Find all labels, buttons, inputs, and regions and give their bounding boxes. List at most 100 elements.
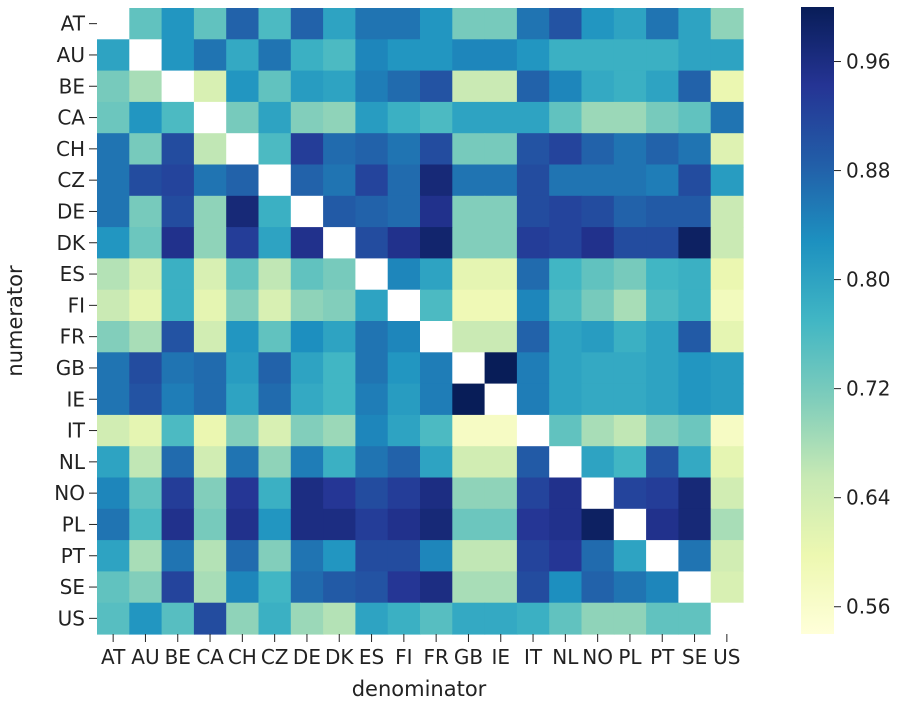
heatmap-cell-PT-CA xyxy=(193,540,227,572)
heatmap-cell-DE-CZ xyxy=(258,195,292,228)
heatmap-cell-AT-DE xyxy=(290,8,324,40)
x-tick-label-ES: ES xyxy=(359,645,384,669)
heatmap-cell-IT-SE xyxy=(678,414,712,447)
heatmap-cell-US-PL xyxy=(613,602,647,635)
heatmap-cell-CH-SE xyxy=(678,133,712,166)
heatmap-cell-DE-BE xyxy=(161,195,195,228)
heatmap-cell-DE-DE xyxy=(290,195,324,228)
heatmap-cell-DE-US xyxy=(710,195,744,228)
heatmap-cell-DK-ES xyxy=(355,227,389,259)
heatmap-cell-BE-IE xyxy=(484,70,518,103)
heatmap-cell-CH-US xyxy=(710,133,744,166)
heatmap-cell-FR-DK xyxy=(323,321,356,353)
heatmap-cell-GB-CA xyxy=(193,352,227,385)
y-tick-label-IT: IT xyxy=(67,419,86,443)
heatmap-cell-CA-AU xyxy=(129,101,163,134)
heatmap-cell-NO-ES xyxy=(355,477,389,510)
heatmap-cell-NL-BE xyxy=(161,446,195,479)
heatmap-cell-CH-ES xyxy=(355,133,389,166)
heatmap-cell-GB-GB xyxy=(452,352,486,385)
heatmap-cell-AT-NO xyxy=(581,8,615,40)
heatmap-cell-US-FR xyxy=(420,602,453,635)
heatmap-cell-PT-ES xyxy=(355,540,389,572)
heatmap-cell-FI-PL xyxy=(613,289,647,322)
heatmap-cell-CA-GB xyxy=(452,101,486,134)
heatmap-cell-CA-DK xyxy=(323,101,356,134)
heatmap-cell-DE-CA xyxy=(193,195,227,228)
x-tick-label-AT: AT xyxy=(101,645,126,669)
heatmap-cell-GB-IT xyxy=(516,352,550,385)
heatmap-cell-CH-FR xyxy=(420,133,453,166)
heatmap-cell-AT-NL xyxy=(549,8,583,40)
y-tick-label-IE: IE xyxy=(66,387,85,411)
y-tick-label-FI: FI xyxy=(68,293,85,317)
heatmap-cell-PL-GB xyxy=(452,508,486,541)
heatmap-cell-DE-PT xyxy=(646,195,679,228)
y-tick-labels: AT AU BE CA CH CZ DE DK ES FI FR GB IE IT NL NO PL PT SE US xyxy=(54,12,97,630)
heatmap-cell-PT-BE xyxy=(161,540,195,572)
heatmap-cell-NO-AU xyxy=(129,477,163,510)
heatmap-cell-CH-FI xyxy=(387,133,421,166)
heatmap-cell-NL-CZ xyxy=(258,446,292,479)
heatmap-cell-ES-CH xyxy=(226,258,260,291)
heatmap-cell-IE-PT xyxy=(646,383,679,416)
heatmap-cell-PL-PT xyxy=(646,508,679,541)
x-tick-label-FR: FR xyxy=(423,645,449,669)
heatmap-cell-DK-SE xyxy=(678,227,712,259)
heatmap-cell-FR-US xyxy=(710,321,744,353)
heatmap-cell-SE-SE xyxy=(678,571,712,604)
heatmap-cell-AU-IE xyxy=(484,39,518,72)
heatmap-cell-GB-IE xyxy=(484,352,518,385)
heatmap-cell-PL-CA xyxy=(193,508,227,541)
heatmap-cell-PT-GB xyxy=(452,540,486,572)
heatmap-cell-CZ-BE xyxy=(161,164,195,197)
heatmap-cell-ES-CZ xyxy=(258,258,292,291)
colorbar xyxy=(801,7,834,634)
heatmap-cell-AT-BE xyxy=(161,8,195,40)
heatmap-cell-NL-DE xyxy=(290,446,324,479)
heatmap-cell-NL-DK xyxy=(323,446,356,479)
heatmap-cell-FR-SE xyxy=(678,321,712,353)
heatmap-cell-DK-NL xyxy=(549,227,583,259)
y-tick-label-CH: CH xyxy=(56,137,85,161)
heatmap-cell-SE-NO xyxy=(581,571,615,604)
heatmap-cell-US-PT xyxy=(646,602,679,635)
heatmap-cell-CZ-CZ xyxy=(258,164,292,197)
heatmap-cell-NL-PT xyxy=(646,446,679,479)
heatmap-cell-FI-BE xyxy=(161,289,195,322)
heatmap-cell-US-ES xyxy=(355,602,389,635)
x-tick-labels: AT AU BE CA CH CZ DE DK ES FI FR GB IE IT NL NO PL PT SE US xyxy=(101,634,741,669)
heatmap-cell-IT-DE xyxy=(290,414,324,447)
heatmap-cell-FI-NO xyxy=(581,289,615,322)
heatmap-cell-PL-NO xyxy=(581,508,615,541)
heatmap-cell-FR-DE xyxy=(290,321,324,353)
heatmap-cell-DK-IT xyxy=(516,227,550,259)
heatmap-cell-ES-GB xyxy=(452,258,486,291)
x-tick-label-PL: PL xyxy=(618,645,642,669)
heatmap-cell-GB-CH xyxy=(226,352,260,385)
heatmap-cell-DE-IE xyxy=(484,195,518,228)
heatmap-cell-PL-FI xyxy=(387,508,421,541)
heatmap-cell-FR-NL xyxy=(549,321,583,353)
colorbar-tick-label: 0.96 xyxy=(846,50,891,74)
heatmap-cell-PT-CH xyxy=(226,540,260,572)
heatmap-cell-DK-GB xyxy=(452,227,486,259)
heatmap-cell-IT-GB xyxy=(452,414,486,447)
heatmap-cell-CA-PT xyxy=(646,101,679,134)
heatmap-cell-NL-AU xyxy=(129,446,163,479)
heatmap-cell-PL-AT xyxy=(97,508,130,541)
heatmap-cell-AU-BE xyxy=(161,39,195,72)
heatmap-cell-NL-PL xyxy=(613,446,647,479)
colorbar-tick-label: 0.88 xyxy=(846,159,891,183)
heatmap-cell-IE-DE xyxy=(290,383,324,416)
y-tick-label-DK: DK xyxy=(56,231,85,255)
heatmap-cell-ES-AU xyxy=(129,258,163,291)
heatmap-cell-AT-IT xyxy=(516,8,550,40)
heatmap-cell-DE-IT xyxy=(516,195,550,228)
heatmap-cell-GB-AT xyxy=(97,352,130,385)
heatmap-cell-PT-SE xyxy=(678,540,712,572)
heatmap-cell-BE-PT xyxy=(646,70,679,103)
heatmap-cell-IE-CZ xyxy=(258,383,292,416)
y-tick-label-PL: PL xyxy=(62,512,86,536)
heatmap-cell-DK-FR xyxy=(420,227,453,259)
